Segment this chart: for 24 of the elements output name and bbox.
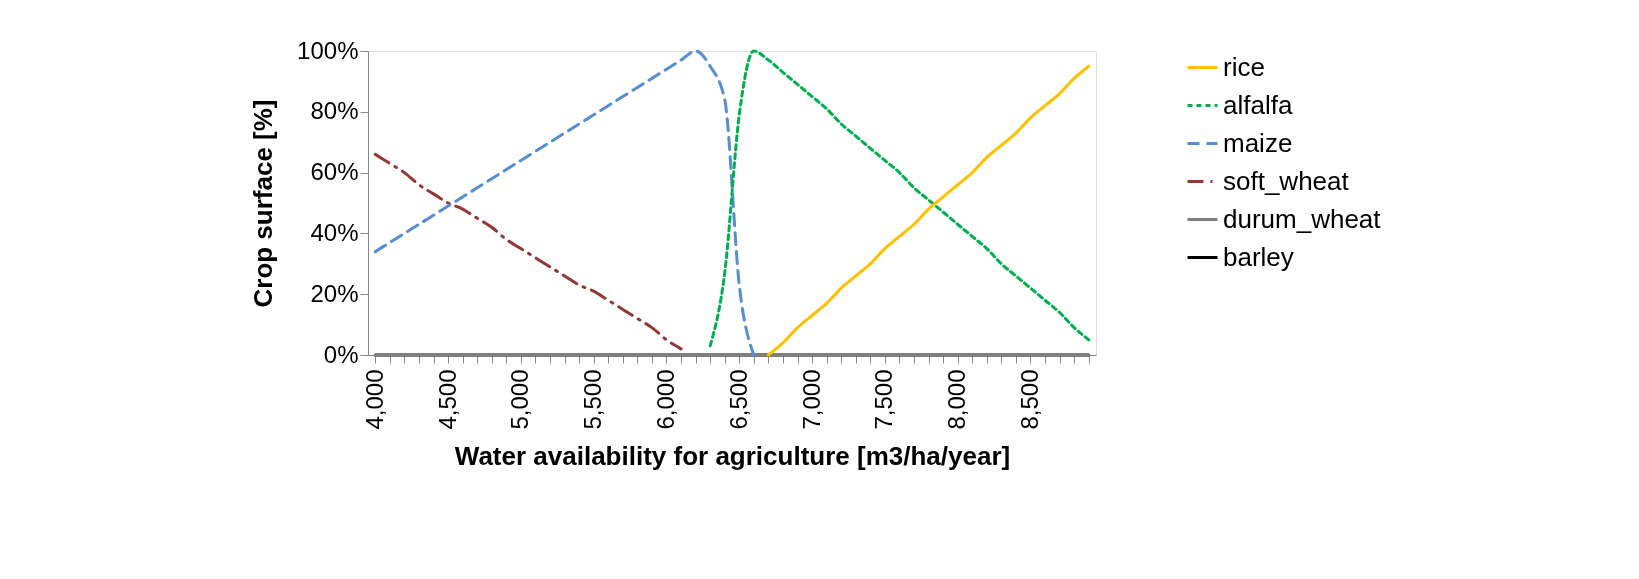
y-tick-label: 80% [310, 97, 359, 125]
legend-label: barley [1223, 241, 1294, 272]
x-axis-title: Water availability for agriculture [m3/ha/year] [454, 440, 1011, 471]
x-tick-label: 6,000 [651, 369, 679, 430]
legend-label: durum_wheat [1223, 203, 1382, 234]
legend-label: maize [1223, 127, 1293, 158]
x-tick-label: 7,000 [797, 369, 825, 430]
legend-label: soft_wheat [1223, 165, 1350, 196]
y-tick-label: 40% [310, 218, 359, 246]
x-tick-label: 4,500 [433, 369, 461, 430]
y-tick-label: 0% [323, 340, 359, 368]
x-tick-label: 5,000 [506, 369, 534, 430]
x-tick-label: 7,500 [870, 369, 898, 430]
legend-label: rice [1223, 51, 1265, 82]
legend-label: alfalfa [1223, 89, 1293, 120]
x-tick-label: 4,000 [360, 369, 388, 430]
y-axis-title: Crop surface [%] [248, 99, 279, 308]
y-tick-label: 60% [310, 158, 359, 186]
y-tick-label: 20% [310, 279, 359, 307]
x-tick-label: 5,500 [579, 369, 607, 430]
x-tick-label: 8,500 [1015, 369, 1043, 430]
x-tick-label: 8,000 [943, 369, 971, 430]
x-tick-label: 6,500 [724, 369, 752, 430]
y-tick-label: 100% [297, 36, 359, 64]
